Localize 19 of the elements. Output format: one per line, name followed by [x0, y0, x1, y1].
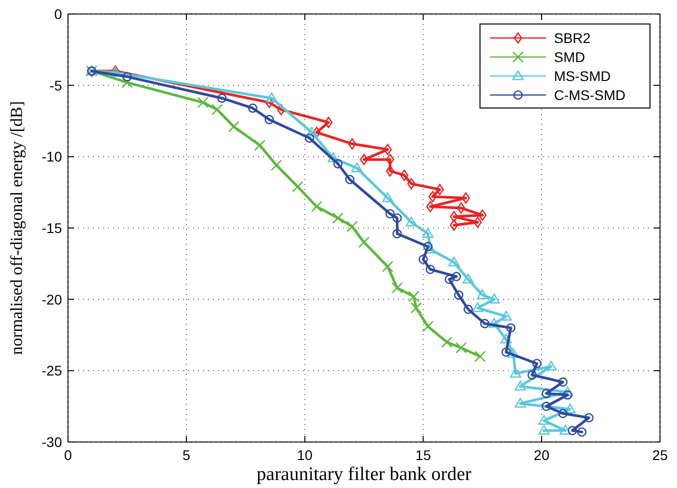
x-tick-label: 10 [297, 447, 313, 463]
y-tick-label: -30 [42, 434, 62, 450]
y-tick-label: -10 [42, 148, 62, 165]
legend-label: SBR2 [554, 30, 591, 46]
legend-label: C-MS-SMD [554, 87, 626, 103]
x-axis-title: paraunitary filter bank order [256, 464, 472, 485]
x-tick-label: 0 [64, 447, 72, 463]
x-tick-label: 25 [652, 447, 668, 463]
x-tick-label: 15 [415, 447, 432, 463]
y-tick-label: -15 [42, 220, 62, 236]
y-tick-label: -5 [50, 77, 62, 94]
x-tick-label: 5 [182, 447, 190, 463]
y-tick-label: -20 [42, 291, 62, 308]
y-tick-label: 0 [54, 6, 62, 22]
x-tick-label: 20 [534, 447, 550, 463]
legend-label: SMD [554, 49, 586, 65]
y-tick-label: -25 [42, 362, 62, 379]
y-axis-title: normalised off-diagonal energy /[dB] [7, 101, 26, 355]
legend-label: MS-SMD [554, 68, 611, 84]
